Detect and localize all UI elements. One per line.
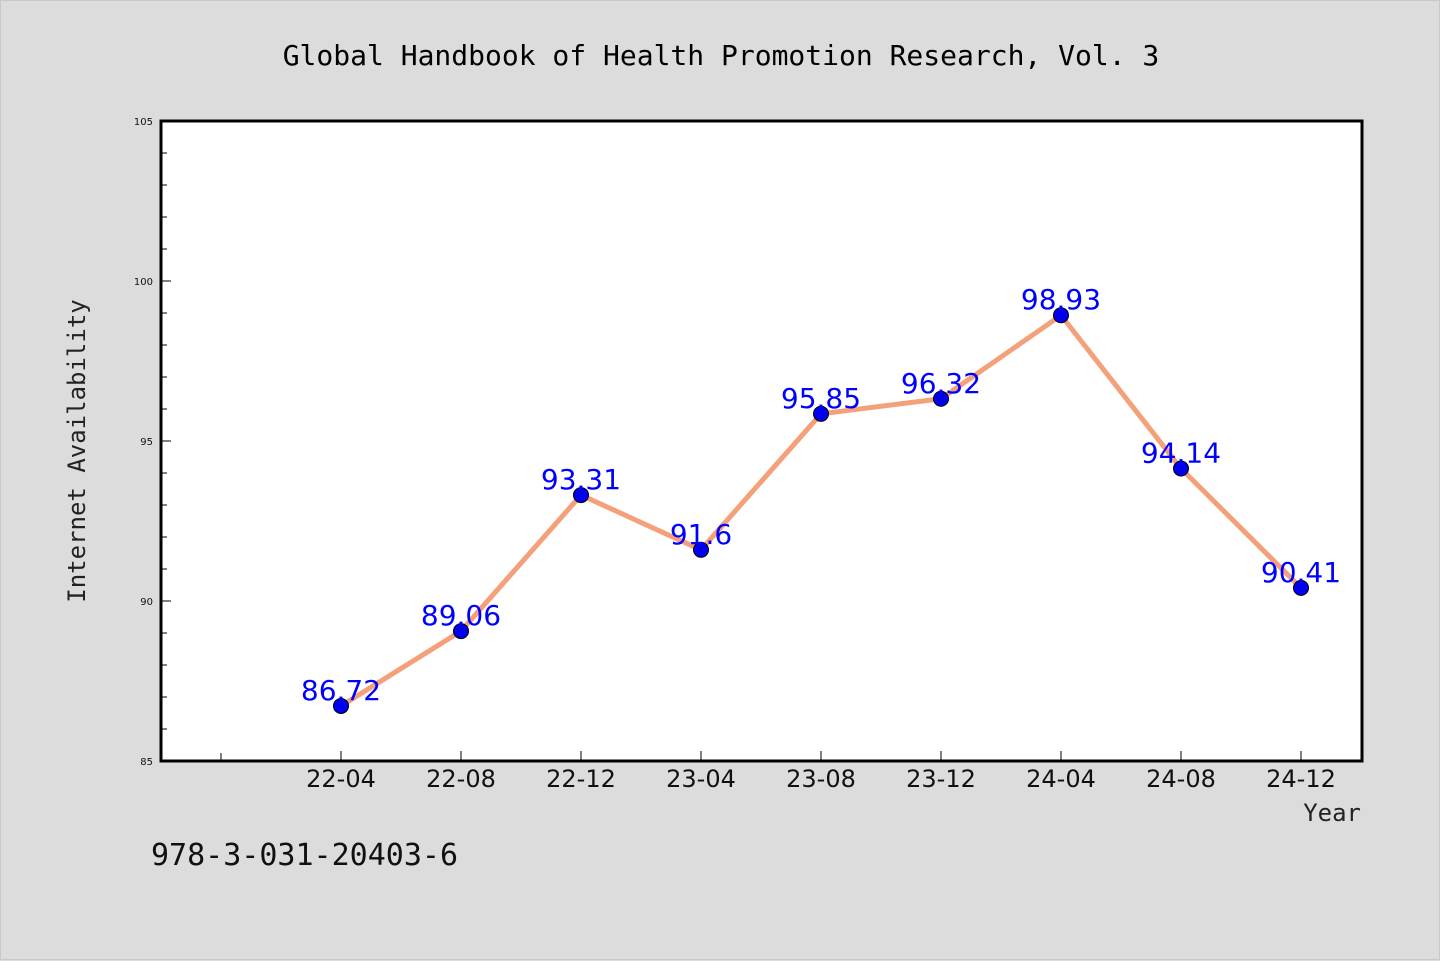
data-label: 93.31 — [541, 463, 621, 496]
x-tick-label: 23-08 — [786, 765, 856, 793]
isbn-footer: 978-3-031-20403-6 — [151, 838, 458, 873]
x-tick-label: 22-08 — [426, 765, 496, 793]
y-tick-label: 95 — [140, 437, 153, 448]
y-tick-label: 105 — [134, 117, 153, 128]
y-tick-label: 90 — [140, 597, 153, 608]
data-point — [933, 390, 949, 407]
data-point — [453, 623, 469, 640]
x-tick-label: 22-04 — [306, 765, 376, 793]
y-tick-label: 100 — [134, 277, 153, 288]
data-point — [813, 405, 829, 422]
data-label: 91.6 — [670, 518, 732, 551]
data-label: 86.72 — [301, 674, 381, 707]
data-point — [573, 487, 589, 504]
x-tick-label: 24-08 — [1146, 765, 1216, 793]
data-point — [1053, 307, 1069, 324]
x-tick-label: 24-04 — [1026, 765, 1096, 793]
chart-title: Global Handbook of Health Promotion Rese… — [283, 39, 1160, 72]
series-group — [333, 307, 1309, 714]
x-axis: 22-04 22-08 22-12 23-04 23-08 23-12 24-04 24-08… — [220, 751, 1336, 793]
y-axis: 85 90 95 100 105 — [134, 117, 171, 768]
data-label: 94.14 — [1141, 437, 1221, 470]
x-tick-label: 23-04 — [666, 765, 736, 793]
data-point — [1293, 579, 1309, 596]
x-tick-label: 22-12 — [546, 765, 616, 793]
data-labels: 86.72 89.06 93.31 91.6 95.85 96.32 98.93 94.14 9… — [301, 283, 1341, 707]
data-point — [693, 541, 709, 558]
x-axis-label: Year — [1303, 799, 1361, 827]
x-tick-label: 24-12 — [1266, 765, 1336, 793]
data-label: 98.93 — [1021, 283, 1101, 316]
data-point — [1173, 460, 1189, 477]
data-label: 89.06 — [421, 599, 501, 632]
data-label: 95.85 — [781, 382, 861, 415]
y-axis-label: Internet Availability — [63, 299, 91, 602]
x-tick-label: 23-12 — [906, 765, 976, 793]
y-tick-label: 85 — [140, 757, 153, 768]
data-point — [333, 697, 349, 714]
data-label: 96.32 — [901, 367, 981, 400]
data-label: 90.41 — [1261, 556, 1341, 589]
